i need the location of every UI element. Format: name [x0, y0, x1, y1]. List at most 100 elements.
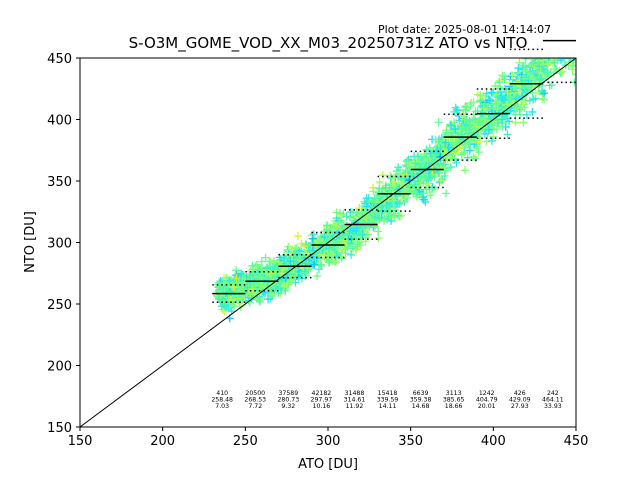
x-axis-label: ATO [DU] — [298, 457, 358, 472]
scatter-point — [554, 33, 562, 41]
scatter-point — [465, 129, 474, 138]
bin-std-label: 27.93 — [511, 403, 529, 410]
scatter-point — [426, 191, 435, 200]
scatter-point — [458, 124, 467, 133]
scatter-point — [378, 171, 387, 180]
scatter-point — [479, 104, 488, 113]
scatter-point — [508, 87, 517, 96]
bin-std-label: 11.92 — [346, 403, 364, 410]
scatter-point — [299, 264, 308, 273]
x-tick-label: 250 — [233, 434, 258, 449]
x-tick-label: 450 — [564, 434, 589, 449]
scatter-point — [536, 75, 545, 84]
scatter-point — [398, 178, 407, 187]
scatter-point — [560, 42, 568, 50]
bin-std-label: 9.32 — [281, 403, 295, 410]
scatter-point — [375, 178, 384, 187]
scatter-point — [480, 129, 489, 138]
scatter-point — [369, 187, 378, 196]
scatter-point — [553, 43, 561, 51]
scatter-point — [544, 50, 552, 58]
scatter-point — [565, 58, 574, 63]
scatter-point — [436, 164, 445, 173]
scatter-point — [562, 38, 570, 46]
scatter-point — [395, 212, 404, 221]
scatter-point — [340, 226, 349, 235]
scatter-point — [347, 250, 356, 259]
scatter-point — [563, 44, 571, 52]
scatter-point — [270, 284, 279, 293]
scatter-point — [538, 32, 546, 40]
scatter-point — [473, 138, 482, 147]
scatter-point — [291, 244, 300, 253]
scatter-point — [435, 169, 444, 178]
scatter-point — [537, 25, 545, 33]
bin-count-label: 15418 — [378, 390, 398, 397]
scatter-point — [257, 257, 266, 266]
scatter-point — [551, 45, 559, 53]
scatter-point — [505, 117, 514, 126]
scatter-point — [553, 50, 561, 58]
x-tick-label: 400 — [481, 434, 506, 449]
scatter-point — [431, 151, 440, 160]
scatter-point — [484, 125, 493, 134]
scatter-point — [563, 45, 571, 53]
scatter-point — [563, 19, 571, 27]
scatter-point — [566, 26, 574, 34]
scatter-point — [384, 201, 393, 210]
scatter-point — [357, 229, 366, 238]
scatter-point — [263, 278, 272, 287]
scatter-point — [438, 175, 447, 184]
scatter-point — [557, 14, 565, 22]
bin-count-label: 1242 — [479, 390, 495, 397]
bin-std-label: 14.68 — [412, 403, 430, 410]
scatter-point — [286, 257, 295, 266]
scatter-point — [403, 159, 412, 168]
bin-std-label: 18.66 — [445, 403, 463, 410]
scatter-point — [451, 148, 460, 157]
scatter-point — [330, 246, 339, 255]
scatter-point — [540, 89, 549, 98]
scatter-point — [555, 40, 563, 48]
scatter-point — [469, 120, 478, 129]
scatter-point — [547, 58, 556, 62]
scatter-point — [480, 100, 489, 109]
scatter-point — [444, 143, 453, 152]
scatter-point — [572, 61, 576, 64]
scatter-point — [254, 289, 263, 298]
scatter-point — [274, 258, 283, 267]
x-tick-label: 200 — [150, 434, 175, 449]
scatter-point — [531, 89, 540, 98]
scatter-point — [556, 31, 564, 39]
scatter-point — [216, 291, 225, 300]
scatter-point — [560, 58, 569, 66]
scatter-point — [342, 212, 351, 221]
scatter-point — [426, 149, 435, 158]
scatter-point — [422, 185, 431, 194]
scatter-point — [528, 107, 537, 116]
scatter-point — [251, 278, 260, 287]
scatter-point — [434, 118, 443, 127]
scatter-point — [353, 208, 362, 217]
scatter-point — [558, 33, 566, 41]
scatter-point — [403, 162, 412, 171]
scatter-point — [489, 132, 498, 141]
scatter-point — [560, 0, 568, 4]
scatter-point — [542, 32, 550, 40]
scatter-point — [546, 42, 554, 50]
scatter-point — [471, 154, 480, 163]
scatter-point — [234, 293, 243, 302]
scatter-point — [525, 74, 534, 83]
scatter-point — [570, 32, 578, 40]
scatter-point — [571, 47, 579, 55]
scatter-point — [561, 18, 569, 26]
scatter-point — [487, 136, 496, 145]
scatter-point — [379, 216, 388, 225]
scatter-point — [552, 42, 560, 50]
scatter-point — [270, 256, 279, 265]
x-tick-label: 350 — [398, 434, 423, 449]
scatter-point — [550, 58, 559, 67]
scatter-point — [278, 268, 287, 277]
scatter-point — [261, 253, 270, 262]
ticks: 150 200 250 300 350 400 450 150 200 250 300 350 400 4… — [47, 52, 588, 449]
